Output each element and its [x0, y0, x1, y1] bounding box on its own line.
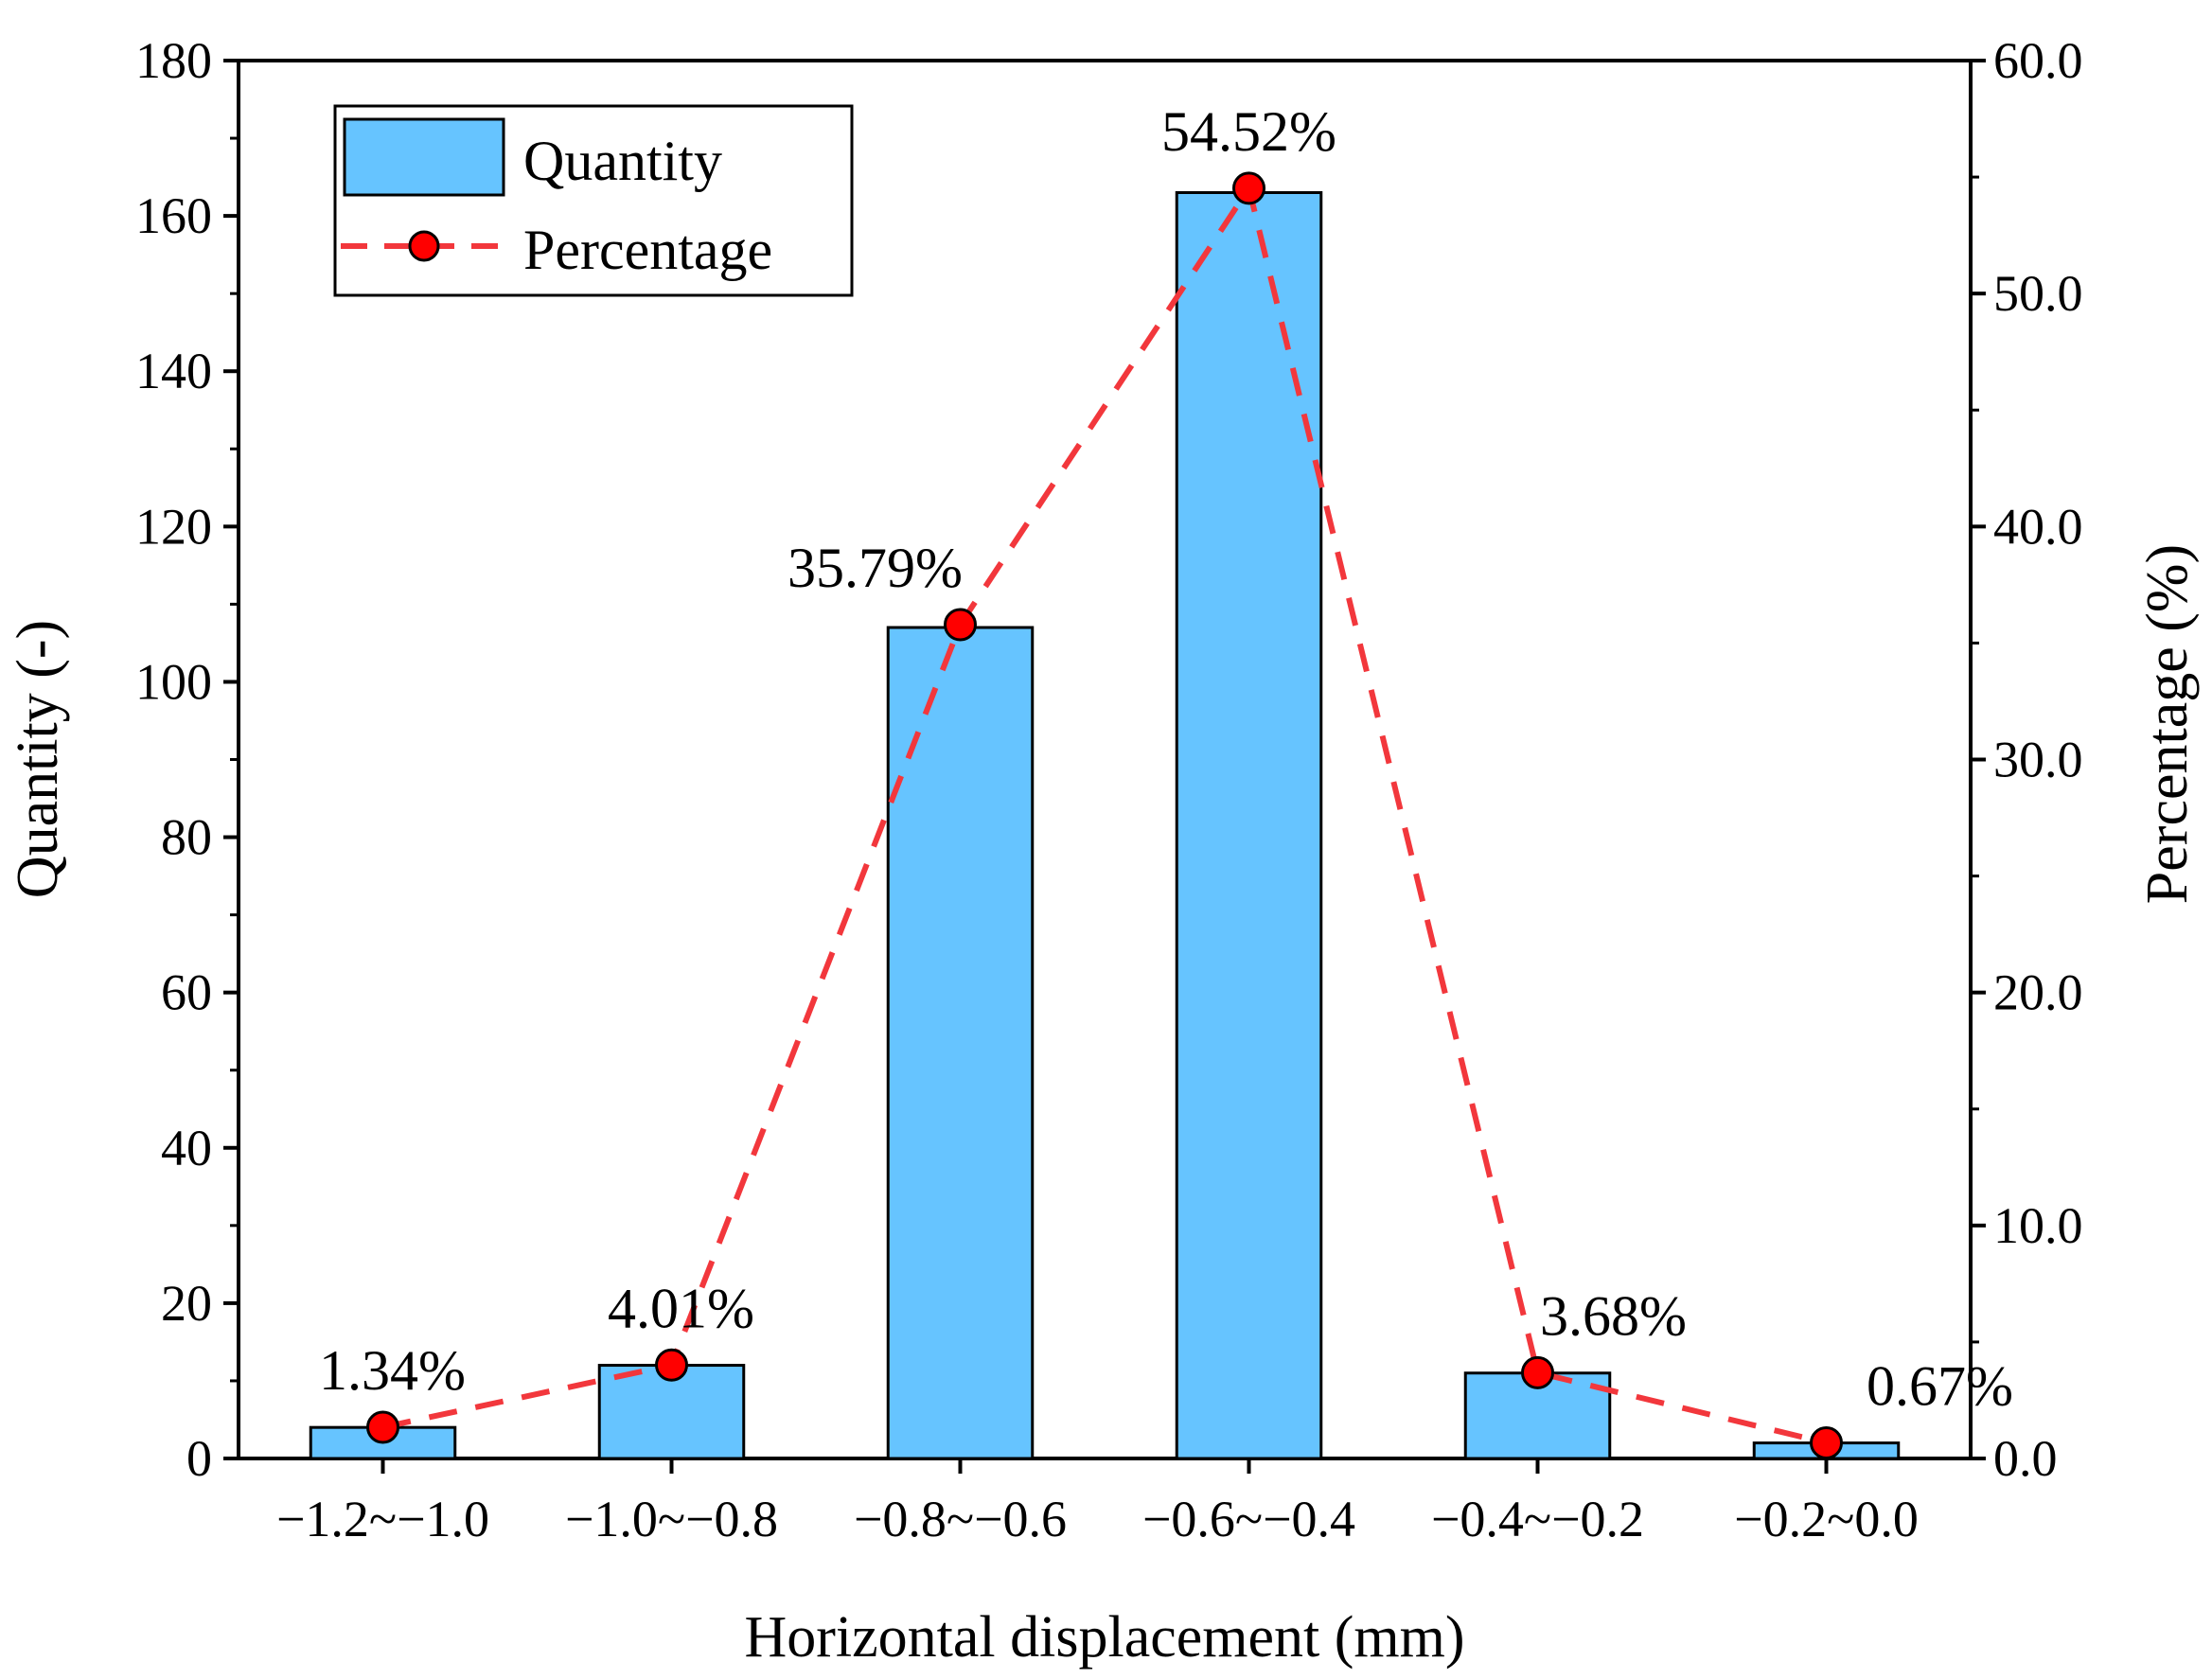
x-tick-label: −0.8~−0.6 [854, 1491, 1067, 1547]
legend-quantity-label: Quantity [523, 130, 722, 192]
right-axis-title: Percentage (%) [2135, 544, 2200, 904]
right-tick-label: 30.0 [1993, 732, 2083, 788]
bar-4 [1175, 190, 1323, 1460]
left-tick-label: 0 [186, 1430, 212, 1487]
left-tick-label: 20 [161, 1275, 212, 1332]
data-label-6: 0.67% [1867, 1355, 2013, 1418]
percentage-marker-2 [655, 1348, 688, 1382]
legend-percentage-marker [408, 230, 440, 262]
x-tick-label: −0.2~0.0 [1734, 1491, 1919, 1547]
left-tick-label: 180 [135, 32, 212, 89]
data-label-3: 35.79% [787, 537, 963, 599]
percentage-marker-5 [1521, 1355, 1554, 1389]
x-tick-label: −0.6~−0.4 [1142, 1491, 1355, 1547]
right-tick-label: 50.0 [1993, 265, 2083, 322]
left-tick-label: 60 [161, 964, 212, 1021]
right-tick-label: 40.0 [1993, 498, 2083, 555]
left-tick-label: 160 [135, 187, 212, 244]
legend-percentage-label: Percentage [523, 219, 772, 281]
percentage-marker-6 [1810, 1426, 1843, 1460]
x-tick-label: −0.4~−0.2 [1431, 1491, 1644, 1547]
right-tick-label: 60.0 [1993, 32, 2083, 89]
right-tick-label: 10.0 [1993, 1197, 2083, 1254]
left-tick-label: 140 [135, 343, 212, 399]
percentage-marker-3 [944, 608, 977, 642]
legend-quantity-swatch [343, 117, 505, 197]
percentage-line-group: 1.34% 4.01% 35.79% 54.52% 3.68% 0.67% [319, 100, 2013, 1460]
left-tick-label: 40 [161, 1120, 212, 1176]
x-axis-title: Horizontal displacement (mm) [745, 1605, 1465, 1670]
right-tick-label: 20.0 [1993, 964, 2083, 1021]
percentage-line [381, 181, 1828, 1446]
right-tick-label: 0.0 [1993, 1430, 2058, 1487]
left-tick-label: 100 [135, 653, 212, 710]
x-tick-label: −1.2~−1.0 [276, 1491, 489, 1547]
left-axis-title: Quantity (-) [6, 620, 70, 898]
x-axis: −1.2~−1.0 −1.0~−0.8 −0.8~−0.6 −0.6~−0.4 −0.4… [276, 1458, 1919, 1547]
right-axis: 0.0 10.0 20.0 30.0 40.0 50.0 60.0 [1971, 32, 2083, 1487]
x-tick-label: −1.0~−0.8 [565, 1491, 778, 1547]
data-label-4: 54.52% [1161, 100, 1336, 163]
legend: Quantity Percentage [333, 104, 854, 297]
percentage-marker-1 [366, 1410, 399, 1444]
left-tick-label: 120 [135, 498, 212, 555]
data-label-5: 3.68% [1540, 1284, 1687, 1347]
left-tick-label: 80 [161, 809, 212, 866]
data-label-1: 1.34% [319, 1339, 466, 1402]
percentage-marker-4 [1232, 171, 1265, 205]
data-label-2: 4.01% [608, 1277, 754, 1339]
bars-group [309, 190, 1901, 1460]
left-axis: 0 20 40 60 80 100 120 140 160 180 [135, 32, 239, 1487]
